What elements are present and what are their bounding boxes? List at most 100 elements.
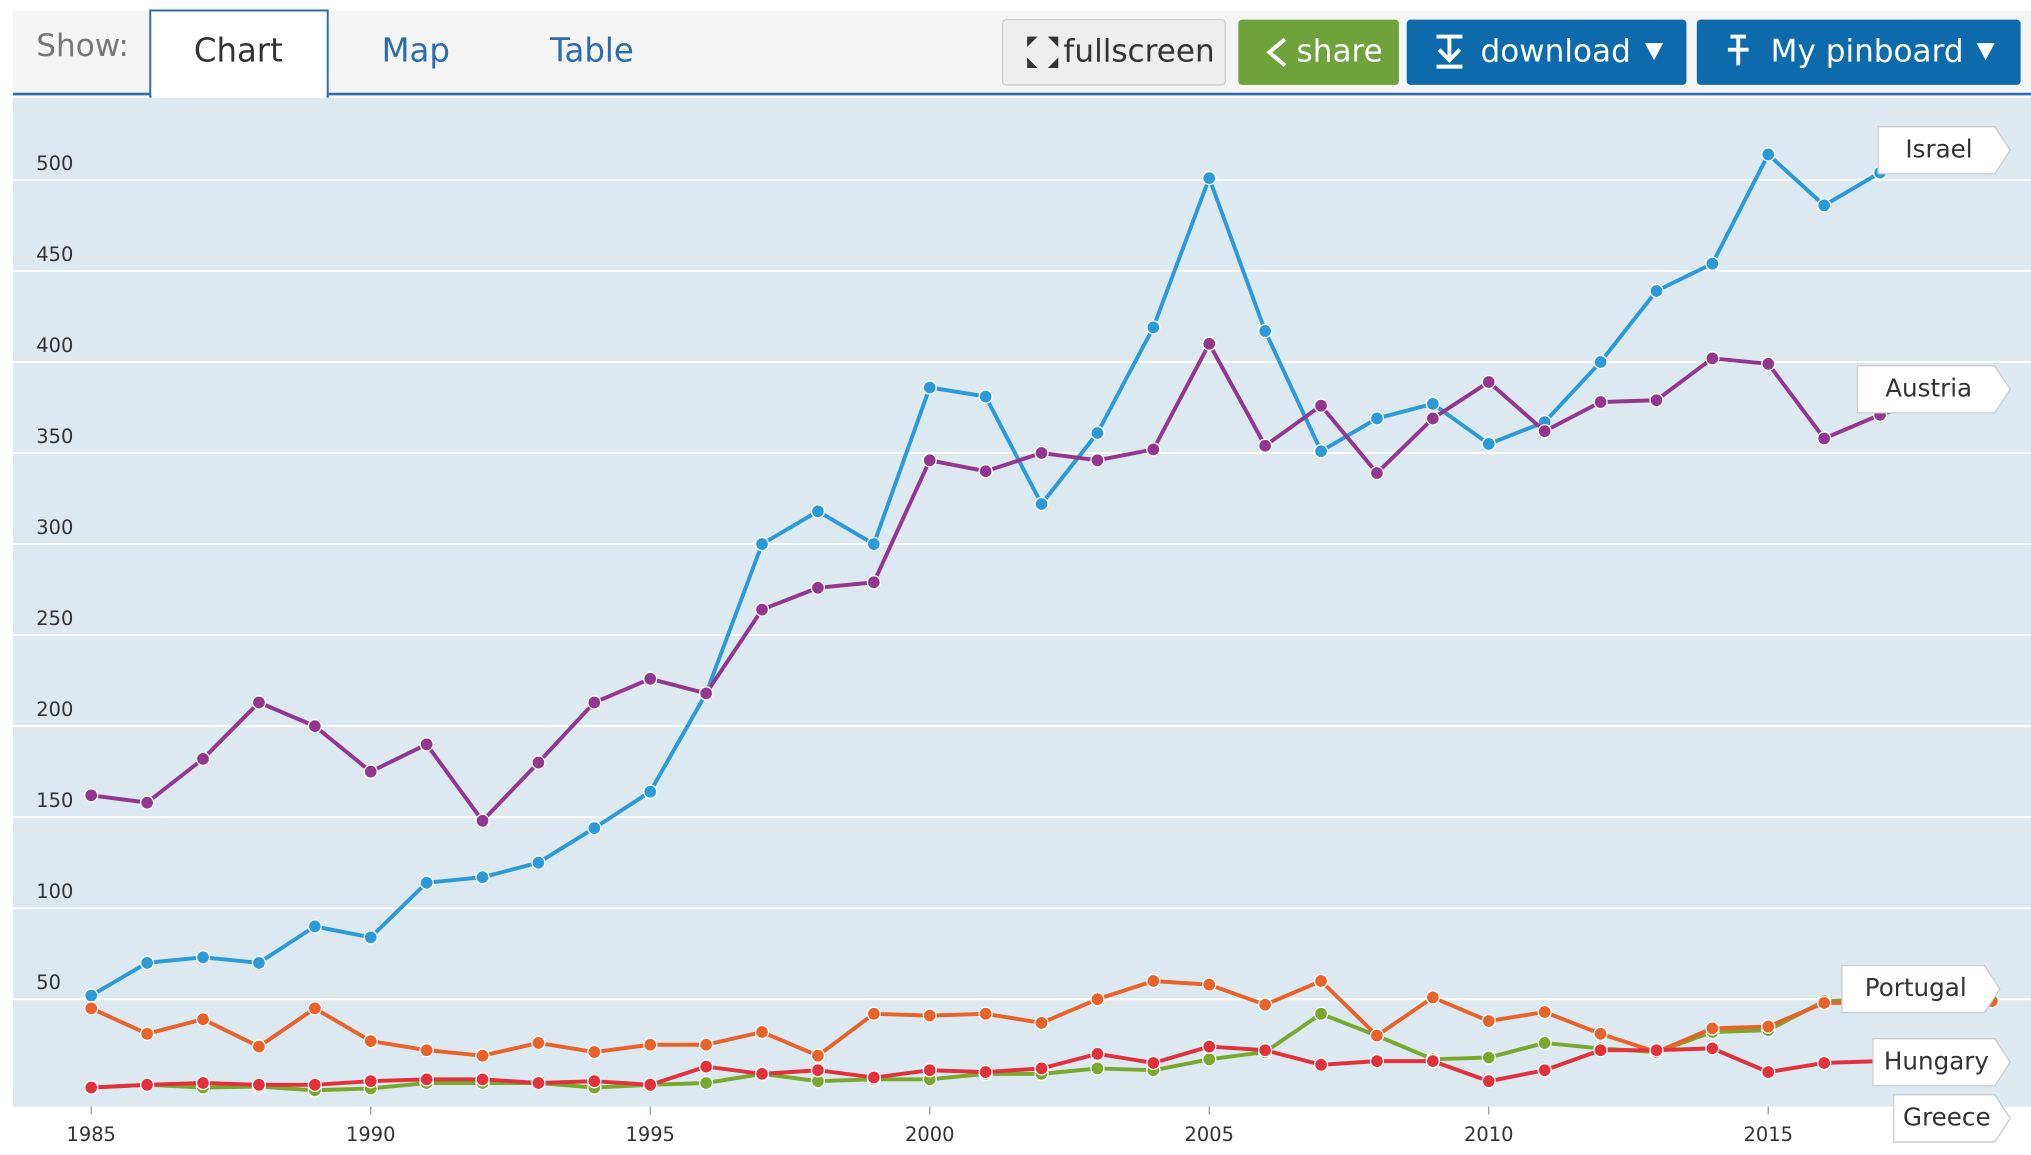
data-point bbox=[531, 1035, 546, 1051]
data-point bbox=[1313, 398, 1329, 413]
data-point bbox=[810, 1063, 826, 1078]
data-point bbox=[866, 1006, 881, 1021]
data-point bbox=[1090, 453, 1105, 468]
data-point bbox=[1146, 1055, 1161, 1071]
tab-cover bbox=[151, 91, 327, 98]
data-point bbox=[1481, 1013, 1496, 1029]
data-point bbox=[922, 1008, 937, 1023]
data-point bbox=[531, 1075, 546, 1091]
data-point bbox=[139, 955, 155, 971]
x-tick-label: 2010 bbox=[1464, 1123, 1513, 1146]
data-point bbox=[587, 1044, 602, 1060]
tab-active[interactable] bbox=[149, 9, 329, 98]
data-point bbox=[1034, 1015, 1049, 1031]
data-point bbox=[810, 504, 826, 519]
data-point bbox=[84, 1080, 99, 1095]
data-point bbox=[1425, 411, 1440, 426]
data-point bbox=[475, 1072, 490, 1087]
data-point bbox=[978, 389, 993, 404]
y-tick-label: 100 bbox=[36, 880, 73, 903]
show-label: Show: bbox=[36, 28, 129, 64]
pinboard-button[interactable] bbox=[1696, 19, 2021, 85]
data-point bbox=[363, 930, 378, 945]
x-tick-label: 2005 bbox=[1185, 1123, 1234, 1146]
data-point bbox=[810, 580, 826, 595]
button-label: share bbox=[1297, 33, 1383, 69]
data-point bbox=[1817, 1055, 1832, 1071]
data-point bbox=[1146, 973, 1161, 989]
data-point bbox=[1649, 393, 1664, 408]
data-point bbox=[587, 1073, 602, 1089]
data-point bbox=[307, 718, 322, 734]
data-point bbox=[978, 1006, 993, 1021]
data-point bbox=[1593, 354, 1608, 370]
data-point bbox=[1761, 356, 1776, 371]
data-point bbox=[1202, 1052, 1217, 1067]
data-point bbox=[699, 686, 714, 701]
data-point bbox=[1537, 1004, 1552, 1020]
data-point bbox=[1258, 1043, 1273, 1058]
data-point bbox=[1817, 198, 1832, 213]
data-point bbox=[754, 1024, 770, 1040]
x-tick-label: 2015 bbox=[1744, 1123, 1793, 1146]
data-point bbox=[475, 870, 490, 885]
fullscreen-button[interactable] bbox=[1001, 18, 1226, 86]
data-point bbox=[1593, 1043, 1608, 1058]
data-point bbox=[139, 795, 155, 810]
y-tick-label: 250 bbox=[36, 607, 73, 630]
data-point bbox=[1313, 444, 1329, 459]
data-point bbox=[866, 575, 881, 590]
data-point bbox=[475, 1048, 490, 1063]
series-label-box bbox=[1856, 365, 2012, 414]
data-point bbox=[363, 764, 378, 779]
data-point bbox=[251, 695, 267, 710]
data-point bbox=[1034, 1061, 1049, 1076]
data-point bbox=[419, 737, 434, 752]
data-point bbox=[1090, 1061, 1105, 1076]
y-tick-label: 150 bbox=[36, 789, 73, 812]
data-point bbox=[1425, 990, 1440, 1005]
data-point bbox=[1705, 351, 1720, 366]
series-label-box bbox=[1872, 1038, 2012, 1087]
y-tick-label: 350 bbox=[36, 425, 73, 448]
data-point bbox=[810, 1048, 826, 1063]
data-point bbox=[1761, 1064, 1776, 1080]
series-label-box bbox=[1841, 964, 2001, 1014]
tab[interactable]: Chart bbox=[194, 31, 283, 69]
data-point bbox=[475, 813, 490, 828]
data-point bbox=[1593, 394, 1608, 410]
y-tick-label: 50 bbox=[36, 971, 61, 994]
data-point bbox=[84, 788, 99, 803]
data-point bbox=[1202, 977, 1217, 992]
data-point bbox=[419, 1072, 434, 1087]
data-point bbox=[587, 820, 602, 836]
button-label: fullscreen bbox=[1063, 33, 1214, 69]
data-point bbox=[1369, 411, 1385, 426]
data-point bbox=[1593, 1026, 1608, 1042]
data-point bbox=[699, 1075, 714, 1091]
data-point bbox=[307, 1001, 322, 1016]
data-point bbox=[251, 1039, 267, 1054]
data-point bbox=[1481, 1073, 1496, 1089]
data-point bbox=[84, 988, 99, 1003]
data-point bbox=[531, 755, 546, 770]
x-tick-label: 1990 bbox=[346, 1123, 395, 1146]
y-tick-label: 300 bbox=[36, 516, 73, 539]
y-tick-label: 450 bbox=[36, 243, 73, 266]
dropdown-arrow bbox=[1645, 43, 1664, 61]
data-point bbox=[699, 1059, 714, 1074]
tab[interactable]: Table bbox=[549, 31, 634, 69]
share-button[interactable] bbox=[1238, 19, 1399, 85]
data-point bbox=[643, 671, 658, 686]
x-tick-label: 2000 bbox=[905, 1123, 954, 1146]
data-point bbox=[1313, 973, 1329, 989]
data-point bbox=[1425, 396, 1440, 412]
data-point bbox=[643, 1037, 658, 1052]
data-point bbox=[1369, 465, 1385, 481]
data-point bbox=[866, 536, 881, 552]
data-point bbox=[754, 536, 770, 552]
tab[interactable]: Map bbox=[382, 31, 450, 69]
series-label-box bbox=[1893, 1094, 2012, 1143]
download-button[interactable] bbox=[1406, 19, 1687, 85]
